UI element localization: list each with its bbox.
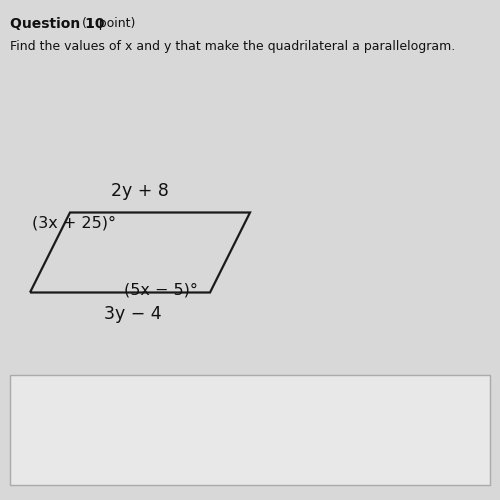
Text: Find the values of x and y that make the quadrilateral a parallelogram.: Find the values of x and y that make the… bbox=[10, 40, 455, 53]
Text: Question 10: Question 10 bbox=[10, 18, 104, 32]
Text: (5x − 5)°: (5x − 5)° bbox=[124, 282, 198, 298]
Text: 3y − 4: 3y − 4 bbox=[104, 305, 162, 323]
Bar bbox=[10, 375, 490, 485]
Text: (1 point): (1 point) bbox=[78, 18, 135, 30]
Text: 2y + 8: 2y + 8 bbox=[111, 182, 169, 200]
Text: (3x + 25)°: (3x + 25)° bbox=[32, 216, 116, 231]
